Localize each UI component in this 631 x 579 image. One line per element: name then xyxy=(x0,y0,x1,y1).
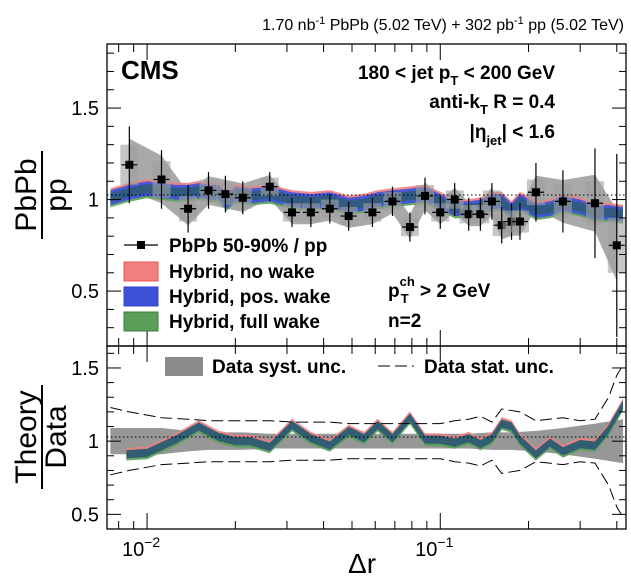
svg-text:Data: Data xyxy=(40,405,73,469)
bottom-axes: 0.5 1 1.5 10−2 10−1 xyxy=(71,346,626,561)
legend-entry-pos-wake: Hybrid, pos. wake xyxy=(123,286,331,308)
data-point xyxy=(383,186,402,217)
data-marker xyxy=(487,197,496,206)
top-legend: PbPb 50-90% / pp Hybrid, no wake Hybrid,… xyxy=(123,236,331,333)
data-point xyxy=(260,172,279,202)
data-marker xyxy=(515,217,524,226)
data-point xyxy=(320,194,339,224)
data-marker xyxy=(184,204,193,213)
bottom-plot-area xyxy=(110,364,624,518)
data-point xyxy=(199,172,218,209)
data-point xyxy=(553,170,572,233)
data-marker xyxy=(125,160,134,169)
data-point xyxy=(301,197,320,228)
data-point xyxy=(431,195,450,229)
data-point xyxy=(152,150,171,209)
data-marker xyxy=(531,188,540,197)
legend-entry-data: PbPb 50-90% / pp xyxy=(124,236,327,257)
data-marker xyxy=(421,191,430,200)
bottom-ylabel: Theory Data xyxy=(10,385,73,489)
top-ylabel: PbPb pp xyxy=(10,151,73,239)
svg-text:PbPb 50-90% / pp: PbPb 50-90% / pp xyxy=(169,236,327,257)
data-point xyxy=(510,203,529,240)
svg-text:Theory: Theory xyxy=(10,390,43,483)
legend-entry-no-wake: Hybrid, no wake xyxy=(123,261,315,283)
data-point xyxy=(363,197,382,228)
data-marker xyxy=(221,190,230,199)
svg-text:Hybrid, pos. wake: Hybrid, pos. wake xyxy=(169,287,331,308)
bottom-xtick-label: 10−1 xyxy=(415,534,453,561)
stat-upper-line xyxy=(110,364,624,425)
data-point xyxy=(120,126,139,204)
data-marker xyxy=(157,175,166,184)
data-point xyxy=(416,177,435,215)
x-axis-label: Δr xyxy=(348,548,376,579)
data-point xyxy=(400,212,419,242)
data-marker xyxy=(436,208,445,217)
annotation-eta: |ηjet| < 1.6 xyxy=(470,122,555,148)
data-point xyxy=(179,184,198,233)
data-point xyxy=(339,201,358,231)
data-marker xyxy=(590,199,599,208)
data-point xyxy=(585,148,604,259)
top-ytick-label: 0.5 xyxy=(71,281,99,303)
data-point xyxy=(482,183,501,220)
data-marker xyxy=(368,208,377,217)
top-plot-area xyxy=(110,126,626,337)
svg-text:Data stat. unc.: Data stat. unc. xyxy=(424,357,554,378)
data-marker xyxy=(265,182,274,191)
data-marker xyxy=(204,186,213,195)
svg-text:Hybrid, full wake: Hybrid, full wake xyxy=(169,312,320,333)
legend-entry-stat: Data stat. unc. xyxy=(378,357,554,378)
data-marker xyxy=(287,208,296,217)
data-point xyxy=(526,162,545,222)
top-panel: 0.5 1 1.5 CMS 180 < jet pT < 200 GeV anti-… xyxy=(10,43,627,347)
data-point xyxy=(216,175,235,213)
data-point xyxy=(282,197,301,228)
bottom-xtick-label: 10−2 xyxy=(122,534,160,561)
ratio-pos-wake-band xyxy=(126,400,624,459)
annotation-n: n=2 xyxy=(388,311,421,332)
data-marker xyxy=(306,208,315,217)
bottom-panel: 0.5 1 1.5 10−2 10−1 Data syst. unc. Data sta… xyxy=(10,345,627,579)
data-point xyxy=(607,153,626,337)
bottom-ytick-label: 0.5 xyxy=(71,504,99,526)
stat-lower-line xyxy=(110,458,624,518)
data-marker xyxy=(450,195,459,204)
data-marker xyxy=(325,204,334,213)
annotation-jet-pt: 180 < jet pT < 200 GeV xyxy=(358,63,555,88)
legend-entry-full-wake: Hybrid, full wake xyxy=(123,311,320,333)
bottom-ytick-label: 1 xyxy=(88,431,99,453)
data-marker xyxy=(497,221,506,230)
annotation-track-pt: pch T > 2 GeV xyxy=(388,274,491,306)
data-marker xyxy=(405,223,414,232)
bottom-frame xyxy=(106,345,627,530)
svg-text:PbPb: PbPb xyxy=(10,158,43,231)
annotation-algorithm: anti-kT R = 0.4 xyxy=(429,92,555,117)
top-axes: 0.5 1 1.5 xyxy=(71,44,626,347)
cms-label: CMS xyxy=(121,55,179,85)
svg-text:Data syst. unc.: Data syst. unc. xyxy=(212,357,346,378)
bottom-ytick-label: 1.5 xyxy=(71,358,99,380)
data-marker xyxy=(464,210,473,219)
data-point xyxy=(233,181,252,215)
svg-text:pp: pp xyxy=(40,178,73,211)
data-marker xyxy=(388,197,397,206)
bottom-legend: Data syst. unc. Data stat. unc. xyxy=(165,357,554,378)
data-marker xyxy=(476,210,485,219)
data-marker xyxy=(344,212,353,221)
svg-text:Hybrid, no wake: Hybrid, no wake xyxy=(169,262,315,283)
data-marker xyxy=(612,241,621,250)
data-marker xyxy=(238,193,247,202)
top-ytick-label: 1.5 xyxy=(71,98,99,120)
top-ytick-label: 1 xyxy=(88,190,99,212)
data-marker xyxy=(558,197,567,206)
legend-entry-syst: Data syst. unc. xyxy=(165,357,346,378)
lumi-header: 1.70 nb-1 PbPb (5.02 TeV) + 302 pb-1 pp … xyxy=(262,15,624,34)
